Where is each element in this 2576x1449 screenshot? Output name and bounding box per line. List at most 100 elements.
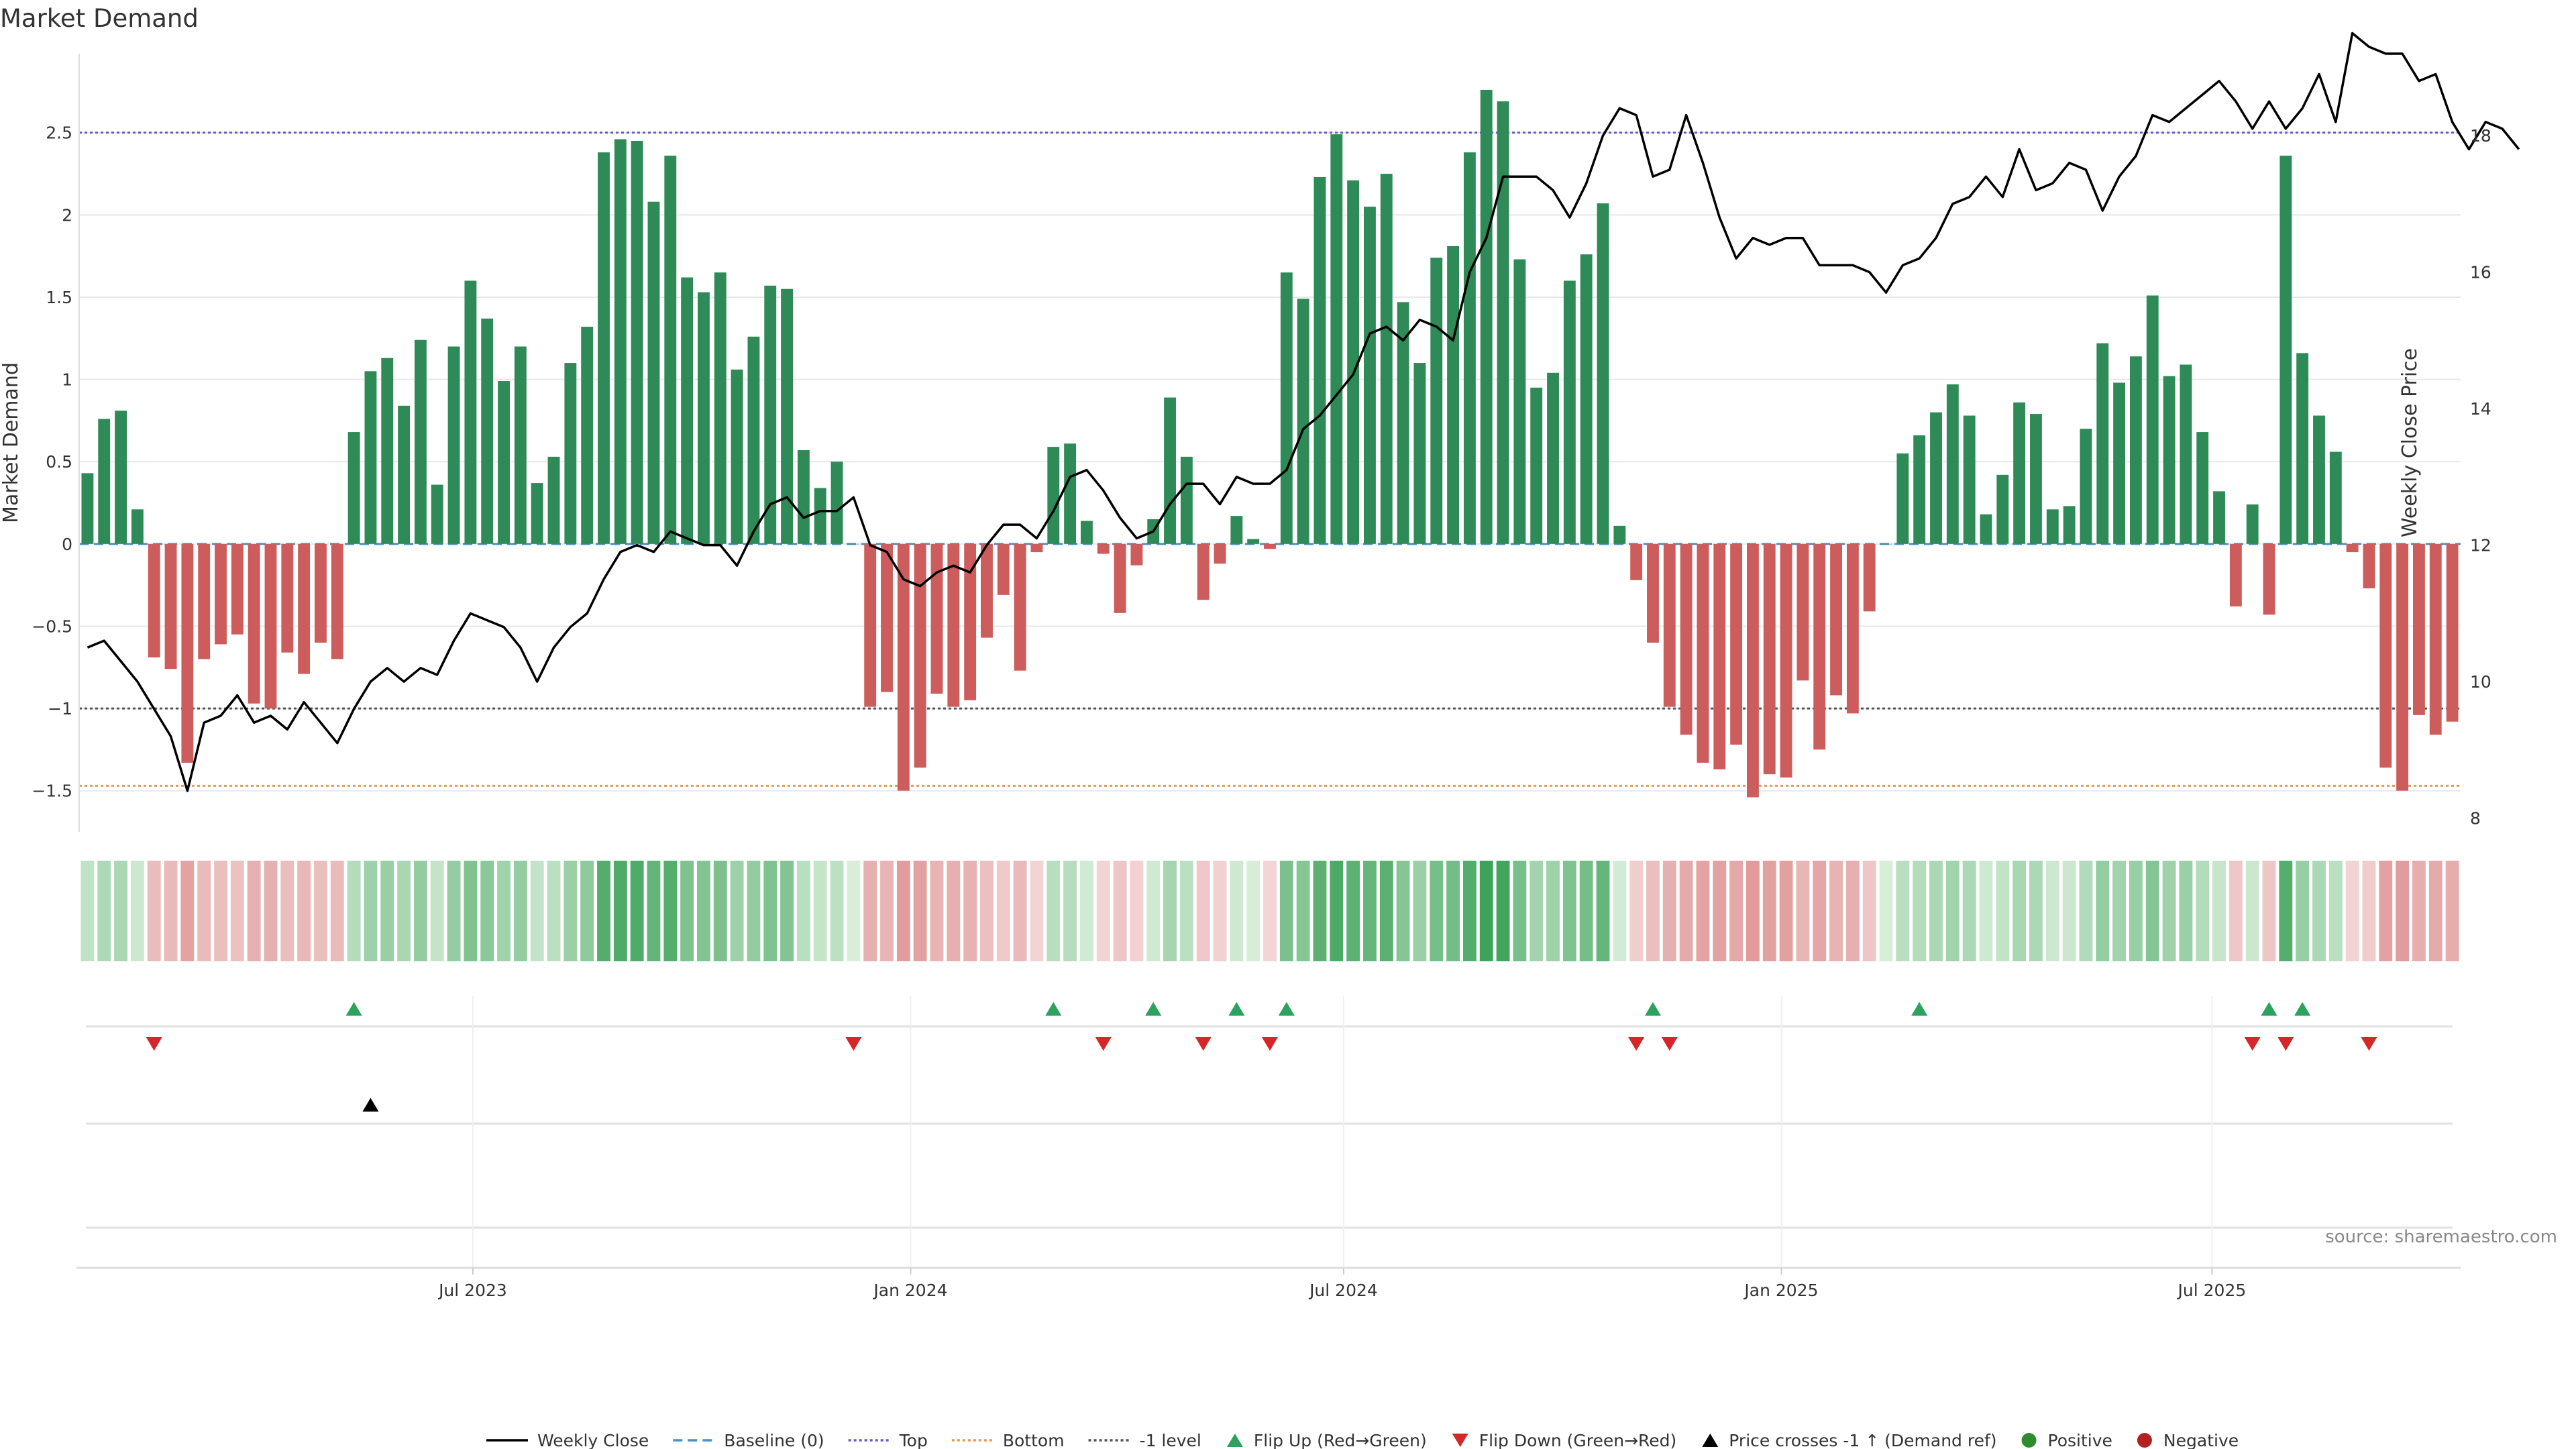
- demand-bar: [1680, 543, 1693, 735]
- legend-item: Flip Down (Green→Red): [1452, 1431, 1677, 1449]
- heat-cell: [564, 861, 578, 961]
- heat-cell: [713, 861, 727, 961]
- legend-item: Negative: [2137, 1431, 2239, 1449]
- legend-label: Positive: [2048, 1431, 2112, 1449]
- demand-bar: [498, 381, 510, 544]
- heat-cell: [896, 861, 910, 961]
- flip-up-marker: [2261, 1002, 2277, 1016]
- y2-tick-label: 12: [2470, 536, 2491, 555]
- heat-cell: [1313, 861, 1327, 961]
- heat-cell: [1230, 861, 1244, 961]
- heat-cell: [1046, 861, 1061, 961]
- heat-cell: [1762, 861, 1776, 961]
- heat-cell: [547, 861, 561, 961]
- heat-cell: [847, 861, 861, 961]
- flip-down-marker: [2244, 1037, 2261, 1051]
- heat-cell: [1513, 861, 1527, 961]
- heat-cell: [980, 861, 994, 961]
- heat-cell: [796, 861, 810, 961]
- heat-cell: [697, 861, 710, 961]
- heat-cell: [1979, 861, 1993, 961]
- heat-cell: [2229, 861, 2243, 961]
- y-tick-label: 0: [62, 535, 72, 554]
- heat-cell: [2145, 861, 2159, 961]
- heat-cell: [730, 861, 744, 961]
- heat-cell: [497, 861, 511, 961]
- demand-bar: [2396, 543, 2409, 791]
- demand-bar: [581, 327, 594, 544]
- legend-item: Top: [848, 1431, 928, 1449]
- heat-cell: [1496, 861, 1510, 961]
- heat-cell: [597, 861, 610, 961]
- demand-bar: [81, 473, 94, 544]
- heat-cell: [2045, 861, 2059, 961]
- demand-bar: [1447, 246, 1460, 544]
- demand-bar: [1130, 543, 1143, 566]
- heat-cell: [663, 861, 678, 961]
- heat-cell: [996, 861, 1010, 961]
- demand-bar: [864, 543, 877, 707]
- demand-bar: [731, 369, 743, 544]
- heat-cell: [2245, 861, 2259, 961]
- heat-cell: [2096, 861, 2110, 961]
- heat-cell: [1396, 861, 1410, 961]
- weekly-close-line: [87, 32, 2520, 792]
- heat-cell: [1879, 861, 1893, 961]
- flip-down-marker: [1095, 1037, 1112, 1051]
- demand-bar: [1097, 543, 1110, 554]
- demand-bar: [1313, 176, 1326, 544]
- heat-cell: [230, 861, 244, 961]
- demand-bar: [698, 292, 710, 544]
- demand-bar: [1430, 258, 1443, 544]
- demand-bar: [1030, 543, 1043, 553]
- heat-cell: [2279, 861, 2293, 961]
- legend-swatch: [1702, 1434, 1719, 1447]
- demand-bar: [1780, 543, 1792, 778]
- demand-bar: [347, 432, 360, 544]
- x-tick-label: Jul 2025: [2177, 1281, 2247, 1300]
- legend-label: Flip Down (Green→Red): [1479, 1431, 1677, 1449]
- y-axis-right: 8 10 12 14 16 18: [2470, 126, 2491, 828]
- heat-cell: [1562, 861, 1576, 961]
- demand-bar: [364, 371, 377, 544]
- x-tick-label: Jul 2023: [437, 1281, 507, 1300]
- y-tick-label: 1: [62, 370, 72, 390]
- heat-cell: [1679, 861, 1693, 961]
- y2-tick-label: 10: [2470, 672, 2491, 692]
- demand-bar: [131, 509, 144, 544]
- demand-bar: [381, 358, 394, 544]
- legend-label: Weekly Close: [537, 1431, 649, 1449]
- legend-swatch: [1452, 1434, 1468, 1447]
- demand-bar: [531, 483, 543, 544]
- heat-cell: [2445, 861, 2459, 961]
- legend-item: Weekly Close: [486, 1431, 649, 1449]
- legend-label: Top: [899, 1431, 928, 1449]
- heat-cell: [580, 861, 594, 961]
- y2-tick-label: 14: [2470, 399, 2491, 419]
- legend-label: Price crosses -1 ↑ (Demand ref): [1729, 1431, 1996, 1449]
- demand-bar: [2196, 432, 2209, 544]
- heat-cell: [1962, 861, 1976, 961]
- heat-cell: [2262, 861, 2276, 961]
- flip-down-marker: [1661, 1037, 1678, 1051]
- heat-cell: [214, 861, 227, 961]
- demand-bar: [714, 272, 727, 544]
- legend-label: -1 level: [1140, 1431, 1201, 1449]
- demand-bar: [564, 363, 577, 544]
- heat-cell: [2396, 861, 2410, 961]
- flip-down-marker: [146, 1037, 162, 1051]
- demand-bar: [331, 543, 343, 659]
- x-tick-label: Jan 2024: [872, 1281, 947, 1300]
- demand-bar: [2013, 402, 2026, 544]
- demand-bar: [1247, 539, 1260, 544]
- demand-bar: [1763, 543, 1776, 775]
- demand-bar: [1996, 474, 2009, 544]
- legend-item: Baseline (0): [673, 1431, 824, 1449]
- demand-bar: [315, 543, 327, 643]
- demand-bar: [2246, 504, 2259, 544]
- demand-bar: [2030, 414, 2042, 544]
- demand-bar: [2429, 543, 2442, 735]
- heat-cell: [413, 861, 427, 961]
- demand-bar: [1530, 387, 1543, 544]
- heat-cell: [2079, 861, 2093, 961]
